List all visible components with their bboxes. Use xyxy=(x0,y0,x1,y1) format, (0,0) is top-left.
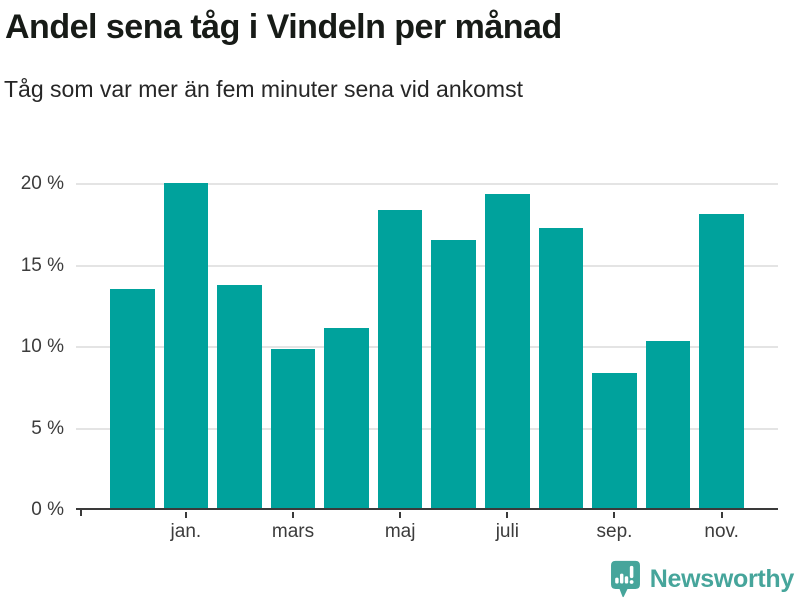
gridline-5 xyxy=(76,427,778,430)
x-slot-11 xyxy=(646,512,691,546)
y-axis-tick-label: 20 % xyxy=(20,173,64,195)
bar-7 xyxy=(431,239,477,510)
newsworthy-logo[interactable]: Newsworthy xyxy=(610,560,794,598)
bar-5 xyxy=(324,327,369,510)
gridline-20 xyxy=(76,183,778,186)
y-axis-tick-label: 5 % xyxy=(31,417,64,439)
y-axis-tick-label: 0 % xyxy=(31,499,64,520)
x-axis-tick xyxy=(720,512,723,518)
bar-11 xyxy=(645,340,691,510)
y-axis-tick-label: 10 % xyxy=(20,336,64,358)
x-axis-tick-label: nov. xyxy=(704,521,739,542)
x-axis-tick-label: mars xyxy=(271,521,315,542)
bar-8 xyxy=(485,194,530,510)
x-axis-tick xyxy=(292,512,295,518)
x-slot-1 xyxy=(110,512,155,546)
bar-12 xyxy=(699,213,744,510)
chart-subtitle: Tåg som var mer än fem minuter sena vid … xyxy=(4,76,523,102)
bars-group xyxy=(76,160,778,510)
newsworthy-wordmark: Newsworthy xyxy=(649,564,795,593)
bar-1 xyxy=(110,288,155,510)
x-axis-tick xyxy=(184,512,187,518)
bar-4 xyxy=(270,348,316,510)
x-slot-9 xyxy=(539,512,584,546)
x-axis-tick xyxy=(399,512,402,518)
x-slot-5 xyxy=(324,512,369,546)
x-slot-7 xyxy=(431,512,476,546)
x-slot-12: nov. xyxy=(699,512,744,546)
x-slot-4: mars xyxy=(271,512,316,546)
bar-6 xyxy=(377,210,423,510)
gridline-10 xyxy=(76,346,778,349)
plot-area: 0 % 5 % 10 % 15 % 20 % xyxy=(21,160,778,520)
x-axis-tick-label: juli xyxy=(495,521,519,542)
y-axis-tick-label: 15 % xyxy=(20,254,64,276)
x-axis-tick-label: jan. xyxy=(170,521,202,542)
bar-9 xyxy=(538,228,584,510)
x-axis-tick xyxy=(506,512,509,518)
x-axis-tick-label: maj xyxy=(384,521,416,542)
gridline-15 xyxy=(76,264,778,267)
bar-10 xyxy=(592,373,637,510)
x-axis-tick xyxy=(613,512,616,518)
x-axis-labels: jan. mars maj juli sep. nov. xyxy=(76,512,778,546)
x-axis-line xyxy=(76,508,778,510)
axis-start-tick xyxy=(80,510,82,516)
newsworthy-icon xyxy=(610,560,640,598)
chart-title: Andel sena tåg i Vindeln per månad xyxy=(5,8,562,46)
x-slot-3 xyxy=(217,512,262,546)
x-slot-10: sep. xyxy=(592,512,637,546)
x-slot-2: jan. xyxy=(164,512,209,546)
bar-3 xyxy=(217,285,262,510)
x-axis-tick-label: sep. xyxy=(596,521,633,542)
bar-2 xyxy=(163,182,209,510)
x-slot-6: maj xyxy=(378,512,423,546)
x-slot-8: juli xyxy=(485,512,530,546)
